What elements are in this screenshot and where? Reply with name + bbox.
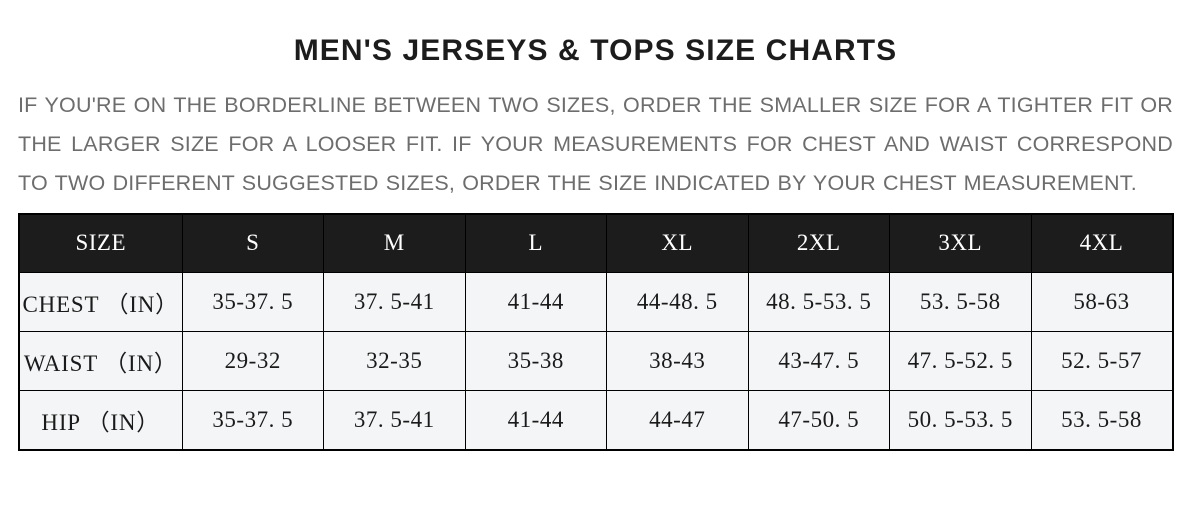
- cell-hip-s: 35-37. 5: [181, 389, 324, 451]
- cell-waist-2xl: 43-47. 5: [747, 330, 890, 391]
- page-title: MEN'S JERSEYS & TOPS SIZE CHARTS: [293, 34, 898, 67]
- table-header: SIZE S M L XL 2XL 3XL 4XL: [18, 213, 1173, 273]
- cell-chest-xl: 44-48. 5: [606, 271, 749, 332]
- table-row: CHEST （IN） 35-37. 5 37. 5-41 41-44 44-48…: [18, 271, 1173, 332]
- cell-hip-3xl: 50. 5-53. 5: [889, 389, 1032, 451]
- table-body: CHEST （IN） 35-37. 5 37. 5-41 41-44 44-48…: [18, 271, 1173, 451]
- column-header-size: SIZE: [18, 213, 183, 273]
- cell-chest-m: 37. 5-41: [323, 271, 466, 332]
- cell-chest-l: 41-44: [464, 271, 607, 332]
- column-header-m: M: [323, 213, 466, 273]
- cell-waist-m: 32-35: [323, 330, 466, 391]
- column-header-xl: XL: [606, 213, 749, 273]
- header-row: SIZE S M L XL 2XL 3XL 4XL: [18, 213, 1173, 273]
- column-header-4xl: 4XL: [1030, 213, 1173, 273]
- cell-chest-3xl: 53. 5-58: [889, 271, 1032, 332]
- cell-waist-3xl: 47. 5-52. 5: [889, 330, 1032, 391]
- cell-chest-2xl: 48. 5-53. 5: [747, 271, 890, 332]
- column-header-l: L: [464, 213, 607, 273]
- cell-chest-4xl: 58-63: [1030, 271, 1173, 332]
- column-header-2xl: 2XL: [747, 213, 890, 273]
- cell-waist-4xl: 52. 5-57: [1030, 330, 1173, 391]
- size-chart-table: SIZE S M L XL 2XL 3XL 4XL CHEST （IN） 35-…: [18, 212, 1174, 451]
- table-row: HIP （IN） 35-37. 5 37. 5-41 41-44 44-47 4…: [18, 389, 1173, 451]
- row-label-waist: WAIST （IN）: [18, 330, 183, 391]
- size-chart-table-container: SIZE S M L XL 2XL 3XL 4XL CHEST （IN） 35-…: [0, 203, 1191, 451]
- column-header-s: S: [181, 213, 324, 273]
- cell-hip-xl: 44-47: [606, 389, 749, 451]
- cell-hip-2xl: 47-50. 5: [747, 389, 890, 451]
- table-row: WAIST （IN） 29-32 32-35 35-38 38-43 43-47…: [18, 330, 1173, 391]
- cell-chest-s: 35-37. 5: [181, 271, 324, 332]
- cell-hip-m: 37. 5-41: [323, 389, 466, 451]
- cell-hip-l: 41-44: [464, 389, 607, 451]
- cell-waist-s: 29-32: [181, 330, 324, 391]
- row-label-chest: CHEST （IN）: [18, 271, 183, 332]
- column-header-3xl: 3XL: [889, 213, 1032, 273]
- sizing-instructions: IF YOU'RE ON THE BORDERLINE BETWEEN TWO …: [18, 92, 1173, 195]
- cell-hip-4xl: 53. 5-58: [1030, 389, 1173, 451]
- cell-waist-xl: 38-43: [606, 330, 749, 391]
- row-label-hip: HIP （IN）: [18, 389, 183, 451]
- cell-waist-l: 35-38: [464, 330, 607, 391]
